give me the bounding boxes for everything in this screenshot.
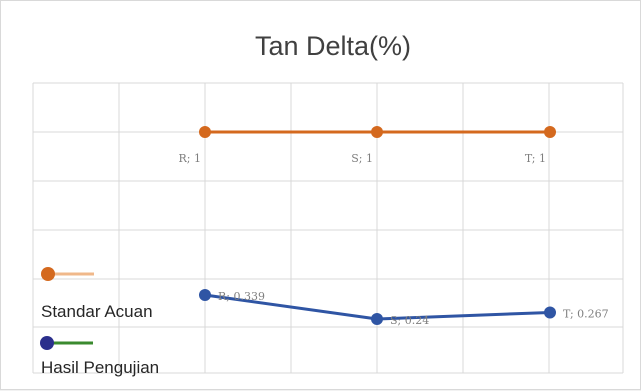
legend: Standar Acuan Hasil Pengujian — [40, 267, 159, 377]
data-point — [199, 126, 211, 138]
data-label: R; 1 — [179, 152, 201, 165]
data-label: S; 1 — [351, 152, 373, 165]
chart-title: Tan Delta(%) — [255, 31, 411, 61]
data-point — [371, 126, 383, 138]
data-label: R; 0.339 — [218, 290, 265, 303]
series-standar-acuan: R; 1 S; 1 T; 1 — [179, 126, 556, 165]
data-label: T; 0.267 — [563, 307, 609, 320]
data-point — [199, 289, 211, 301]
legend-marker — [41, 267, 55, 281]
legend-marker — [40, 336, 54, 350]
legend-label: Hasil Pengujian — [41, 358, 159, 377]
data-point — [371, 313, 383, 325]
data-label: S; 0.24 — [390, 314, 429, 327]
data-label: T; 1 — [525, 152, 546, 165]
series-layer: R; 1 S; 1 T; 1 R; 0.339 S; 0.24 T; 0.267 — [179, 126, 609, 327]
legend-item: Standar Acuan — [41, 267, 153, 321]
legend-item: Hasil Pengujian — [40, 336, 159, 377]
data-point — [544, 306, 556, 319]
gridlines — [32, 82, 624, 374]
series-hasil-pengujian: R; 0.339 S; 0.24 T; 0.267 — [199, 289, 609, 327]
data-point — [544, 126, 556, 138]
legend-label: Standar Acuan — [41, 302, 153, 321]
